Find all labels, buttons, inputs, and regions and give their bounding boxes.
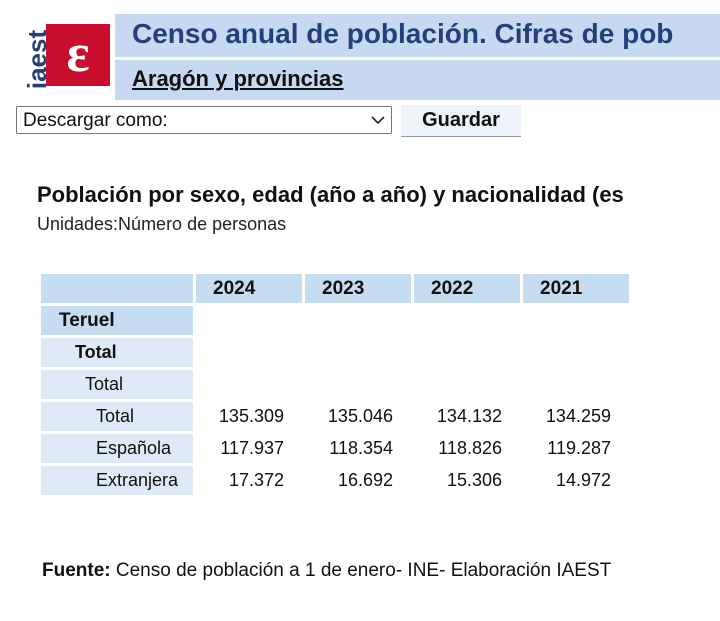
page-title: Censo anual de población. Cifras de pob (132, 18, 674, 49)
value-cell: 135.046 (327, 406, 393, 426)
year-header: 2023 (305, 274, 411, 303)
footer: Fuente: Censo de población a 1 de enero-… (42, 560, 611, 582)
table-title: Población por sexo, edad (año a año) y n… (37, 182, 624, 207)
empty-cell (414, 370, 520, 399)
empty-cell (196, 306, 302, 335)
year-header: 2024 (196, 274, 302, 303)
table-row: Total 135.309 135.046 134.132 134.259 (41, 402, 629, 431)
value-cell: 117.937 (220, 438, 284, 458)
footer-text: Censo de población a 1 de enero- INE- El… (115, 560, 612, 581)
header-row: 2024 2023 2022 2021 (41, 274, 629, 303)
table-row: Teruel (41, 306, 629, 335)
footer-label: Fuente: (42, 560, 111, 581)
empty-cell (196, 370, 302, 399)
value-cell: 16.692 (337, 470, 393, 490)
dropdown-arrow (371, 116, 385, 125)
table-row: Española 117.937 118.354 118.826 119.287 (41, 434, 629, 463)
logo: ε iaest (20, 20, 110, 90)
data-table: 2024 2023 2022 2021 Teruel Total Total Total 135… (38, 271, 632, 498)
value-cell: 119.287 (547, 438, 611, 458)
empty-cell (305, 306, 411, 335)
table-row: Total (41, 370, 629, 399)
empty-cell (305, 338, 411, 367)
year-header: 2021 (523, 274, 629, 303)
subtitle-bar: Aragón y provincias (115, 60, 720, 100)
value-cell: 14.972 (555, 470, 611, 490)
value-cell: 118.354 (329, 438, 393, 458)
table-row: Total (41, 338, 629, 367)
empty-cell (305, 370, 411, 399)
empty-cell (414, 306, 520, 335)
row-label: Extranjera (41, 466, 193, 495)
empty-cell (523, 370, 629, 399)
breadcrumb-link[interactable]: Aragón y provincias (132, 66, 344, 91)
save-button[interactable]: Guardar (401, 105, 521, 137)
empty-cell (414, 338, 520, 367)
row-label: Teruel (41, 306, 193, 335)
empty-cell (523, 338, 629, 367)
row-label: Total (41, 402, 193, 431)
year-header: 2022 (414, 274, 520, 303)
value-cell: 134.132 (436, 406, 502, 426)
select-label: Descargar como: (23, 110, 168, 131)
corner-cell (41, 274, 193, 303)
table-row: Extranjera 17.372 16.692 15.306 14.972 (41, 466, 629, 495)
row-label: Total (41, 370, 193, 399)
value-cell: 134.259 (545, 406, 611, 426)
value-cell: 118.826 (438, 438, 502, 458)
empty-cell (196, 338, 302, 367)
title-bar: Censo anual de población. Cifras de pob (115, 14, 720, 57)
empty-cell (523, 306, 629, 335)
value-cell: 15.306 (446, 470, 502, 490)
row-label: Española (41, 434, 193, 463)
value-cell: 135.309 (218, 406, 284, 426)
row-label: Total (41, 338, 193, 367)
logo-text: iaest (22, 29, 53, 90)
units: Unidades:Número de personas (37, 214, 287, 234)
download-select[interactable]: Descargar como: (16, 106, 392, 134)
value-cell: 17.372 (228, 470, 284, 490)
